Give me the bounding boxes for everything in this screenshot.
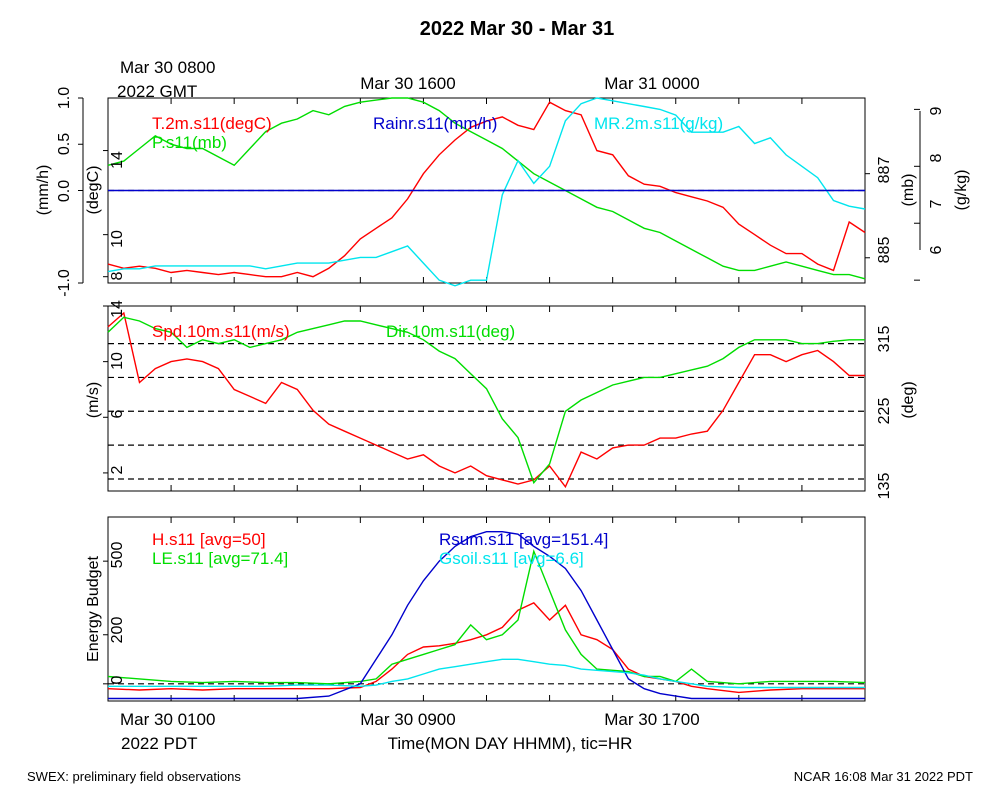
bottom-axis-label-1: Mar 30 0900 xyxy=(360,710,455,729)
panel-1-mm-h-tick-label: 0.5 xyxy=(56,133,73,155)
bottom-axis-label-2: Mar 30 1700 xyxy=(604,710,699,729)
chart-title: 2022 Mar 30 - Mar 31 xyxy=(420,18,615,40)
series-line-panel-3-0 xyxy=(107,602,865,694)
panel-1-mb-axis-label: (mb) xyxy=(900,174,917,207)
panel-2-ms-tick-label: 2 xyxy=(109,465,126,474)
bottom-axis-first-label-line1: Mar 30 0100 xyxy=(120,710,215,729)
panel-3-tick-label: 200 xyxy=(109,617,126,644)
panel-2-deg-tick-label: 225 xyxy=(876,398,893,425)
panel-3-axis-label: Energy Budget xyxy=(85,556,102,662)
series-line-panel-3-2 xyxy=(108,531,865,700)
x-axis-title: Time(MON DAY HHMM), tic=HR xyxy=(388,734,633,753)
panel-1-gkg-axis-label: (g/kg) xyxy=(953,170,970,211)
panel-1-mm-h-tick-label: 1.0 xyxy=(56,87,73,109)
legend-net-radiation: Rsum.s11 [avg=151.4] xyxy=(439,530,608,549)
top-axis-first-label-line2: 2022 GMT xyxy=(117,82,197,101)
tick-marks xyxy=(78,97,920,701)
series-line-panel-2-0 xyxy=(107,311,865,489)
panel-2-ms-tick-label: 14 xyxy=(109,300,126,318)
legend-latent-heat: LE.s11 [avg=71.4] xyxy=(152,549,288,568)
series-layer xyxy=(107,97,866,700)
panel-2-deg-axis-label: (deg) xyxy=(900,381,917,418)
bottom-axis-first-label-line2: 2022 PDT xyxy=(121,734,198,753)
top-axis-first-label-line1: Mar 30 0800 xyxy=(120,58,215,77)
panel-1-mm-h-tick-label: -1.0 xyxy=(56,269,73,297)
legend-mixing-ratio: MR.2m.s11(g/kg) xyxy=(594,114,723,133)
series-line-panel-1-1 xyxy=(107,97,866,280)
legend-soil-heat: Gsoil.s11 [avg=6.6] xyxy=(439,549,584,568)
panel-2-deg-tick-label: 315 xyxy=(876,326,893,353)
legend-wind-speed: Spd.10m.s11(m/s) xyxy=(152,322,290,341)
series-line-panel-2-1 xyxy=(107,316,865,485)
panel-2-ms-tick-label: 6 xyxy=(109,409,126,418)
panel-1-degc-tick-label: 10 xyxy=(109,230,126,248)
panel-1-degc-tick-label: 14 xyxy=(109,151,126,169)
series-line-panel-3-1 xyxy=(107,548,866,685)
panel-2-deg-tick-label: 135 xyxy=(876,473,893,500)
panel-1-gkg-tick-label: 8 xyxy=(928,153,945,162)
series-line-panel-1-0 xyxy=(107,101,866,278)
panel-2-ms-tick-label: 10 xyxy=(109,352,126,370)
panel-1-gkg-tick-label: 7 xyxy=(928,199,945,208)
series-line-panel-3-3 xyxy=(108,658,865,689)
top-axis-label-1: Mar 30 1600 xyxy=(360,74,455,93)
legend-temperature: T.2m.s11(degC) xyxy=(152,114,272,133)
panel-1-mb-tick-label: 887 xyxy=(876,157,893,184)
legend-pressure: P.s11(mb) xyxy=(152,133,227,152)
legend-sensible-heat: H.s11 [avg=50] xyxy=(152,530,266,549)
legend-wind-direction: Dir.10m.s11(deg) xyxy=(386,322,515,341)
panel-3-tick-label: 500 xyxy=(109,542,126,569)
top-axis-label-2: Mar 31 0000 xyxy=(604,74,699,93)
panel-1-degc-tick-label: 8 xyxy=(109,271,126,280)
panel-1-mm-h-axis-label: (mm/h) xyxy=(35,165,52,216)
series-line-panel-1-2 xyxy=(107,97,866,287)
panel-2-ms-axis-label: (m/s) xyxy=(85,382,102,418)
footer-left: SWEX: preliminary field observations xyxy=(27,769,241,784)
panel-3-tick-label: 0 xyxy=(109,675,126,684)
panel-1-mb-tick-label: 885 xyxy=(876,237,893,264)
panel-1-mm-h-tick-label: 0.0 xyxy=(56,180,73,202)
panel-1-degc-axis-label: (degC) xyxy=(85,166,102,215)
legend-rain-rate: Rainr.s11(mm/h) xyxy=(373,114,497,133)
footer-right: NCAR 16:08 Mar 31 2022 PDT xyxy=(794,769,973,784)
panel-1-gkg-tick-label: 6 xyxy=(928,245,945,254)
panel-1-gkg-tick-label: 9 xyxy=(928,106,945,115)
